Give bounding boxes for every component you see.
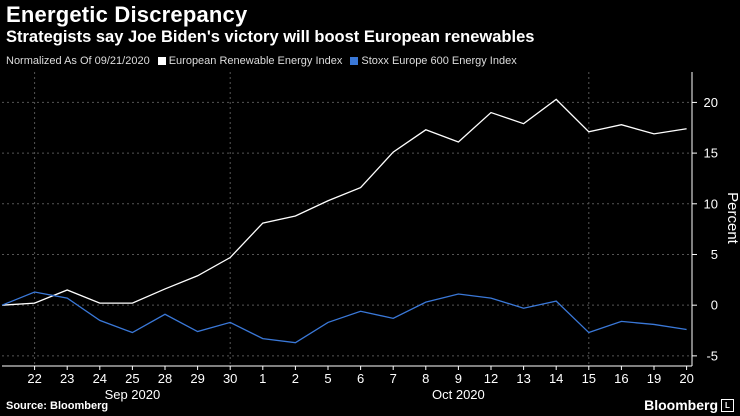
x-tick-label: 22	[27, 371, 41, 386]
series-line-renewable	[1, 98, 687, 306]
grid-layer	[2, 72, 692, 366]
x-tick-label: 28	[158, 371, 172, 386]
x-tick-label: 25	[125, 371, 139, 386]
terminal-icon: L	[721, 398, 734, 412]
y-tick-label: 20	[704, 95, 718, 110]
legend-label-stoxx: Stoxx Europe 600 Energy Index	[361, 55, 517, 67]
x-tick-label: 20	[679, 371, 693, 386]
x-tick-label: 13	[516, 371, 530, 386]
x-tick-label: 12	[484, 371, 498, 386]
y-tick-label: 5	[711, 247, 718, 262]
series-line-stoxx	[1, 291, 687, 344]
x-month-label: Sep 2020	[105, 387, 161, 402]
x-tick-label: 16	[614, 371, 628, 386]
y-tick-label: 15	[704, 146, 718, 161]
series-layer	[1, 98, 687, 344]
y-axis-label: Percent	[724, 192, 740, 245]
x-tick-label: 14	[549, 371, 563, 386]
x-tick-label: 2	[292, 371, 299, 386]
y-tick-label: -5	[706, 348, 718, 363]
legend-label-renewable: European Renewable Energy Index	[168, 55, 343, 67]
legend-note: Normalized As Of 09/21/2020	[6, 55, 150, 67]
x-tick-label: 24	[93, 371, 107, 386]
x-tick-label: 1	[259, 371, 266, 386]
y-tick-label: 0	[711, 298, 718, 313]
x-tick-label: 19	[647, 371, 661, 386]
x-tick-label: 7	[390, 371, 397, 386]
y-tick-label: 10	[704, 196, 718, 211]
x-tick-label: 23	[60, 371, 74, 386]
x-month-label: Oct 2020	[432, 387, 485, 402]
brand-logo: Bloomberg L	[644, 397, 734, 413]
x-tick-label: 15	[582, 371, 596, 386]
legend-note-text: Normalized As Of 09/21/2020	[6, 55, 150, 67]
x-tick-label: 6	[357, 371, 364, 386]
source-note: Source: Bloomberg	[6, 400, 109, 412]
x-tick-label: 5	[324, 371, 331, 386]
chart-subtitle: Strategists say Joe Biden's victory will…	[6, 28, 535, 46]
x-tick-label: 29	[190, 371, 204, 386]
x-tick-label: 8	[422, 371, 429, 386]
legend-swatch-stoxx	[350, 57, 359, 65]
legend-item-stoxx: Stoxx Europe 600 Energy Index	[350, 55, 517, 67]
legend: Normalized As Of 09/21/2020 European Ren…	[6, 55, 525, 67]
legend-item-renewable: European Renewable Energy Index	[157, 55, 343, 67]
x-tick-label: 30	[223, 371, 237, 386]
chart-title: Energetic Discrepancy	[6, 2, 248, 27]
x-tick-label: 9	[455, 371, 462, 386]
brand-name: Bloomberg	[644, 397, 718, 413]
legend-swatch-renewable	[157, 57, 166, 65]
axis-layer	[2, 72, 697, 370]
